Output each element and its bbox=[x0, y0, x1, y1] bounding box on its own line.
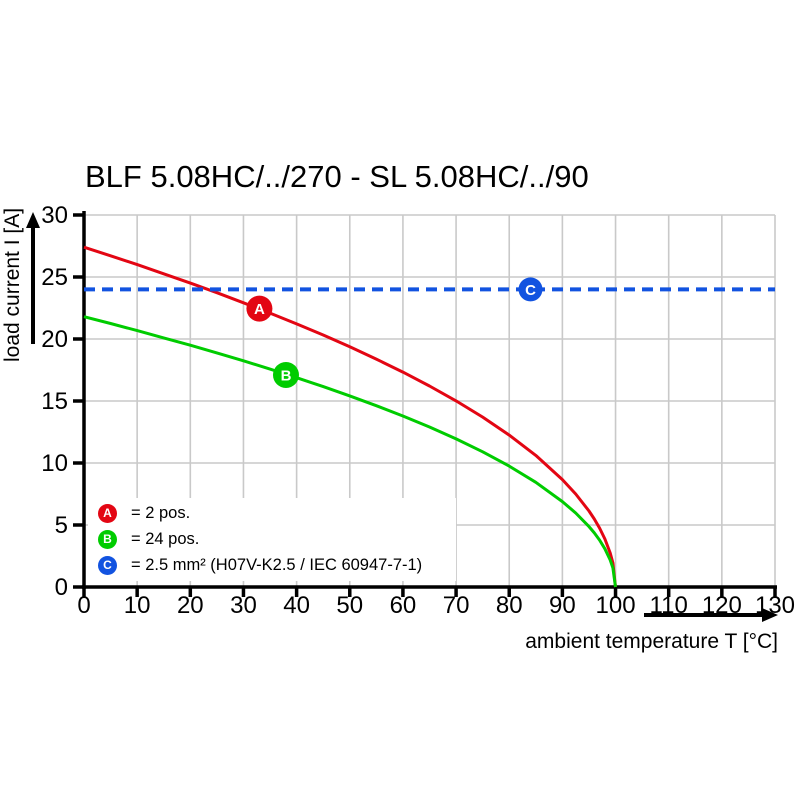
y-tick-label: 10 bbox=[41, 450, 68, 477]
legend: A = 2 pos. B = 24 pos. C = 2.5 mm² (H07V… bbox=[88, 498, 456, 581]
legend-item-a: A = 2 pos. bbox=[98, 500, 456, 526]
y-tick-label: 25 bbox=[41, 264, 68, 291]
chart-title: BLF 5.08HC/../270 - SL 5.08HC/../90 bbox=[85, 159, 589, 194]
curve-marker-c-letter: C bbox=[525, 282, 536, 299]
x-tick-label: 10 bbox=[124, 592, 151, 619]
y-axis-arrow-icon bbox=[26, 212, 40, 344]
legend-marker-c-icon: C bbox=[98, 555, 117, 575]
y-tick-label: 20 bbox=[41, 326, 68, 353]
curve-marker-b-letter: B bbox=[281, 367, 292, 384]
x-axis-label-group: ambient temperature T [°C] bbox=[525, 608, 778, 654]
series-curve-a bbox=[83, 245, 617, 588]
x-axis-label: ambient temperature T [°C] bbox=[525, 630, 778, 653]
y-tick-label: 15 bbox=[41, 388, 68, 415]
x-tick-label: 0 bbox=[77, 592, 90, 619]
x-tick-label: 80 bbox=[496, 592, 523, 619]
legend-item-b: B = 24 pos. bbox=[98, 526, 456, 552]
y-tick-label: 30 bbox=[41, 202, 68, 229]
y-tick-label: 0 bbox=[55, 574, 68, 601]
legend-item-c: C = 2.5 mm² (H07V-K2.5 / IEC 60947-7-1) bbox=[98, 552, 456, 578]
legend-label-c: = 2.5 mm² (H07V-K2.5 / IEC 60947-7-1) bbox=[131, 555, 423, 574]
curve-marker-b-icon bbox=[272, 361, 299, 388]
x-tick-label: 70 bbox=[443, 592, 470, 619]
x-tick-label: 60 bbox=[390, 592, 417, 619]
series-curve-b bbox=[83, 315, 617, 588]
legend-label-b: = 24 pos. bbox=[131, 529, 200, 548]
x-tick-label: 40 bbox=[283, 592, 310, 619]
curve-marker-c-icon bbox=[518, 277, 543, 302]
x-tick-label: 100 bbox=[596, 592, 636, 619]
x-axis-arrow-icon bbox=[644, 608, 778, 622]
legend-marker-a-icon: A bbox=[98, 503, 117, 523]
x-tick-label: 30 bbox=[230, 592, 257, 619]
curve-marker-a-letter: A bbox=[254, 301, 265, 318]
y-tick-label: 5 bbox=[55, 512, 68, 539]
x-tick-label: 90 bbox=[549, 592, 576, 619]
legend-marker-b-icon: B bbox=[98, 529, 117, 549]
x-tick-label: 50 bbox=[336, 592, 363, 619]
legend-label-a: = 2 pos. bbox=[131, 503, 191, 522]
curve-marker-a-icon bbox=[246, 295, 273, 322]
x-tick-label: 20 bbox=[177, 592, 204, 619]
